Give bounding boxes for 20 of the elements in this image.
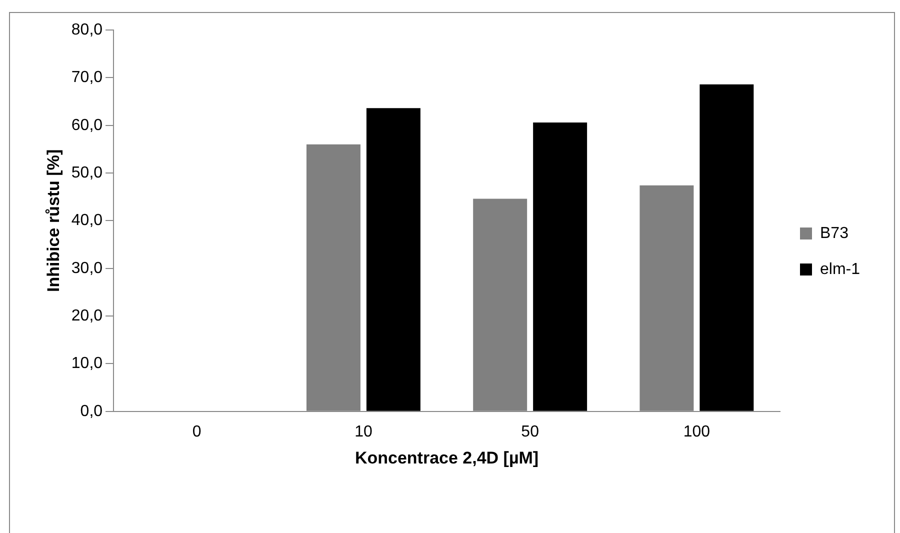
y-tick-label: 60,0 (71, 116, 103, 134)
y-tick-label: 80,0 (71, 21, 103, 38)
x-axis-title: Koncentrace 2,4D [µM] (354, 448, 539, 468)
y-tick-label: 40,0 (71, 212, 103, 230)
bar (700, 84, 754, 411)
x-tick-label: 0 (192, 423, 202, 440)
x-tick-label: 10 (354, 423, 372, 440)
y-tick-label: 10,0 (71, 355, 103, 372)
x-tick-label: 100 (683, 423, 710, 440)
y-axis-title: Inhibice růstu [%] (44, 149, 63, 292)
bar (366, 108, 420, 411)
y-tick-label: 0,0 (80, 402, 103, 420)
y-tick-label: 50,0 (71, 164, 103, 182)
legend-label: elm-1 (820, 260, 860, 278)
bar (533, 122, 588, 411)
x-tick-label: 50 (521, 423, 540, 440)
legend-label: B73 (820, 224, 849, 242)
y-tick-label: 30,0 (71, 260, 103, 277)
y-tick-label: 70,0 (71, 69, 103, 86)
y-tick-label: 20,0 (71, 307, 103, 324)
